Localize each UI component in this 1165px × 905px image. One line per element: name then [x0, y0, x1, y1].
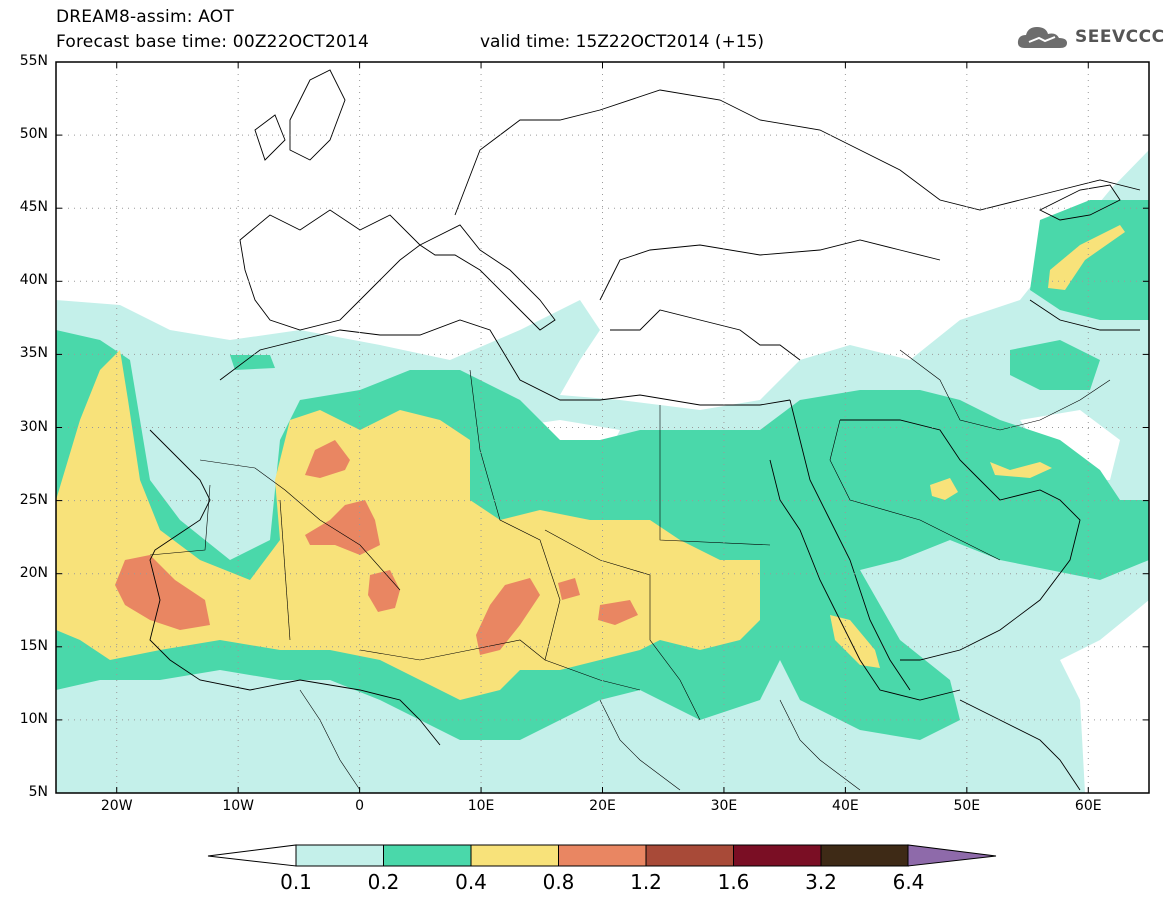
colorbar-segment — [383, 844, 472, 867]
lat-label: 10N — [19, 710, 48, 727]
lat-label: 45N — [19, 199, 48, 216]
lat-label: 50N — [19, 126, 48, 143]
lon-label: 20E — [589, 798, 616, 814]
lat-label: 5N — [28, 784, 48, 800]
colorbar-segment — [645, 844, 734, 867]
coastlines — [149, 69, 1141, 791]
colorbar-segment — [820, 844, 909, 867]
aot-band-0.2-islet — [230, 355, 275, 370]
aot-band-0.4-gulf — [990, 462, 1052, 478]
base-time-label: Forecast base time: 00Z22OCT2014 — [56, 32, 370, 52]
seevccc-logo: SEEVCCC — [1015, 22, 1165, 52]
valid-time-label: valid time: 15Z22OCT2014 (+15) — [480, 32, 765, 52]
aot-band-0.8 — [368, 570, 400, 612]
lat-label: 55N — [19, 53, 48, 69]
aot-band-0.8 — [305, 440, 350, 478]
lon-label: 10W — [222, 798, 254, 814]
colorbar-label: 0.8 — [542, 870, 575, 894]
colorbar-segment — [733, 844, 822, 867]
aot-band-0.8 — [598, 600, 638, 625]
colorbar-segment — [470, 844, 559, 867]
lat-label: 25N — [19, 491, 48, 508]
lat-label: 15N — [19, 637, 48, 654]
lon-label: 10E — [467, 798, 495, 814]
colorbar-low-arrow — [207, 844, 297, 867]
lon-label: 50E — [953, 798, 981, 814]
colorbar-label: 1.6 — [717, 870, 750, 894]
lon-label: 40E — [832, 798, 859, 814]
lon-label: 0 — [355, 798, 365, 814]
lon-label: 20W — [100, 798, 133, 814]
colorbar-label: 0.1 — [280, 870, 312, 894]
lon-label: 30E — [710, 798, 738, 814]
aot-band-0.2-north — [1010, 340, 1100, 390]
country-borders — [149, 349, 1111, 791]
colorbar-segment — [558, 844, 647, 867]
logo-text: SEEVCCC — [1075, 27, 1165, 47]
colorbar-label: 1.2 — [630, 870, 662, 894]
aot-band-0.4-gulf — [930, 478, 958, 500]
aot-band-0.8 — [305, 500, 380, 555]
aot-band-0.8 — [558, 578, 580, 600]
colorbar-high-arrow — [907, 844, 997, 867]
colorbar-label: 0.2 — [367, 870, 400, 894]
map-title: DREAM8-assim: AOT — [56, 7, 234, 27]
colorbar-label: 0.4 — [455, 870, 487, 894]
colorbar-label: 3.2 — [805, 870, 837, 894]
aot-band-0.8 — [476, 578, 540, 655]
lat-label: 20N — [19, 564, 48, 581]
lat-label: 40N — [19, 272, 48, 289]
gridlines — [56, 62, 1149, 793]
aot-band-0.4-redsea — [830, 615, 880, 668]
colorbar — [207, 844, 997, 867]
aot-band-0.4 — [56, 350, 760, 700]
axis-ticks — [56, 61, 1149, 794]
colorbar-segment — [295, 844, 384, 867]
colorbar-label: 6.4 — [892, 870, 925, 894]
lat-label: 30N — [19, 418, 48, 435]
aot-band-0.8 — [115, 555, 210, 630]
lat-label: 35N — [19, 345, 48, 362]
lon-label: 60E — [1074, 798, 1102, 814]
cloud-icon — [1017, 27, 1067, 48]
aot-band-0.4-north — [1048, 225, 1125, 290]
